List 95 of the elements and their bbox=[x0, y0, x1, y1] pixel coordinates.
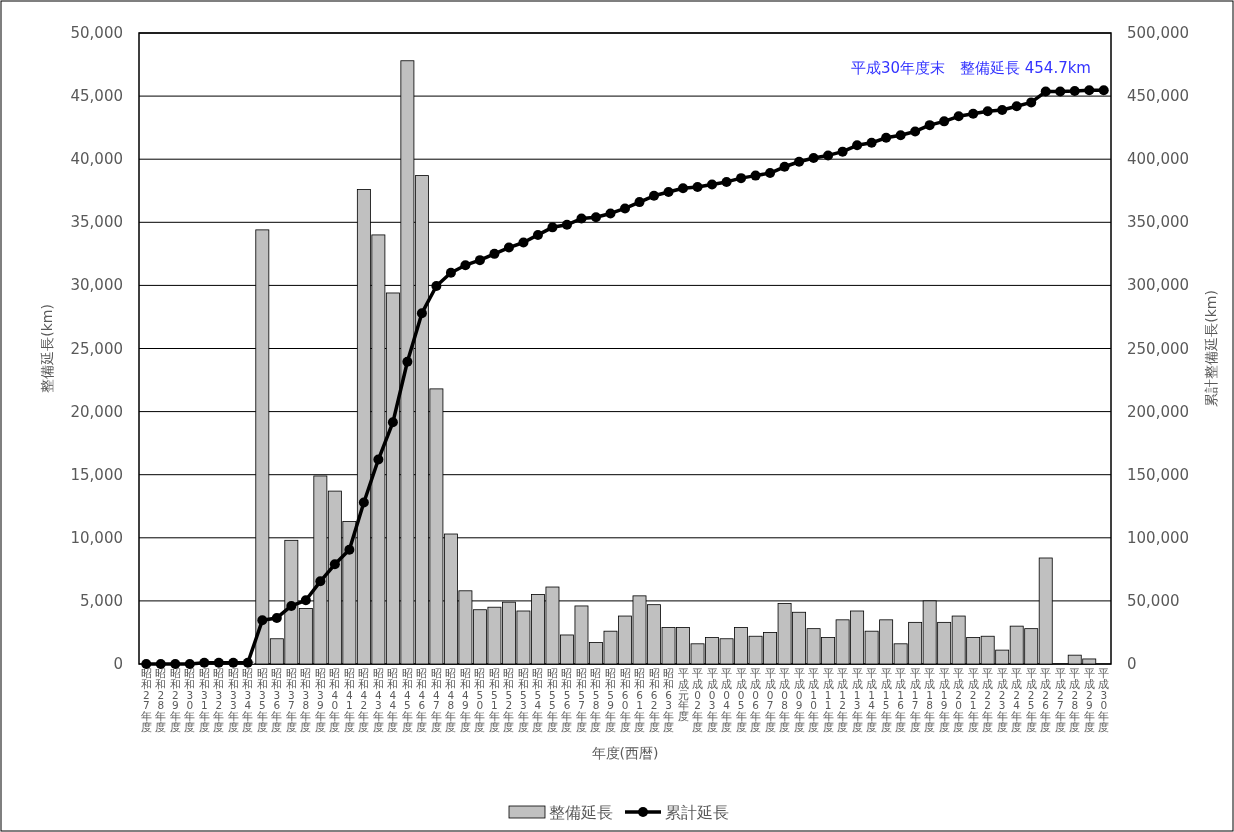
y2-tick-label: 300,000 bbox=[1127, 276, 1190, 295]
x-tick-label: 昭和38年度 bbox=[300, 667, 312, 733]
y2-tick-label: 450,000 bbox=[1127, 87, 1190, 106]
x-tick-label: 昭和50年度 bbox=[474, 667, 486, 733]
x-tick-label: 昭和44年度 bbox=[387, 667, 399, 733]
y-tick-label: 10,000 bbox=[70, 528, 123, 547]
y2-tick-label: 50,000 bbox=[1127, 591, 1180, 610]
y-tick-label: 15,000 bbox=[70, 465, 123, 484]
x-tick-label: 平成13年度 bbox=[851, 667, 863, 733]
y-tick-label: 30,000 bbox=[70, 276, 123, 295]
x-tick-label: 平成22年度 bbox=[982, 667, 994, 733]
y-tick-label: 20,000 bbox=[70, 402, 123, 421]
x-tick-label: 昭和39年度 bbox=[314, 667, 326, 733]
x-tick-label: 平成11年度 bbox=[822, 667, 834, 733]
x-tick-label: 平成19年度 bbox=[938, 667, 950, 733]
x-tick-label: 平成23年度 bbox=[996, 667, 1008, 733]
x-tick-label: 昭和46年度 bbox=[416, 667, 428, 733]
x-tick-label: 昭和31年度 bbox=[198, 667, 210, 733]
x-tick-label: 昭和59年度 bbox=[604, 667, 616, 733]
x-axis-title: 年度(西暦) bbox=[591, 745, 659, 761]
x-tick-label: 平成07年度 bbox=[764, 667, 776, 733]
x-tick-label: 昭和51年度 bbox=[488, 667, 500, 733]
legend-label: 整備延長 bbox=[549, 803, 613, 822]
x-tick-label: 昭和58年度 bbox=[590, 667, 602, 733]
x-tick-label: 昭和57年度 bbox=[575, 667, 587, 733]
x-tick-label: 昭和40年度 bbox=[329, 667, 341, 733]
x-tick-label: 平成28年度 bbox=[1069, 667, 1081, 733]
y2-tick-label: 400,000 bbox=[1127, 150, 1190, 169]
y-tick-label: 35,000 bbox=[70, 213, 123, 232]
x-tick-label: 平成21年度 bbox=[967, 667, 979, 733]
x-tick-label: 昭和45年度 bbox=[401, 667, 413, 733]
x-tick-label: 昭和62年度 bbox=[648, 667, 660, 733]
x-tick-label: 昭和61年度 bbox=[634, 667, 646, 733]
y-tick-label: 0 bbox=[113, 655, 123, 673]
x-tick-label: 平成15年度 bbox=[880, 667, 892, 733]
y2-tick-label: 200,000 bbox=[1127, 402, 1190, 421]
x-tick-label: 昭和33年度 bbox=[227, 667, 239, 733]
x-tick-label: 昭和34年度 bbox=[242, 667, 254, 733]
x-tick-label: 昭和32年度 bbox=[213, 667, 225, 733]
x-tick-label: 平成17年度 bbox=[909, 667, 921, 733]
y2-tick-label: 500,000 bbox=[1127, 24, 1190, 42]
x-tick-label: 平成09年度 bbox=[793, 667, 805, 733]
x-tick-label: 平成12年度 bbox=[837, 667, 849, 733]
x-tick-label: 昭和36年度 bbox=[271, 667, 283, 733]
x-tick-label: 平成06年度 bbox=[750, 667, 762, 733]
x-tick-label: 昭和29年度 bbox=[169, 667, 181, 733]
annotation: 平成30年度末 整備延長 454.7km bbox=[850, 59, 1091, 77]
y-tick-label: 40,000 bbox=[70, 150, 123, 169]
legend-label: 累計延長 bbox=[665, 803, 729, 822]
x-tick-label: 昭和53年度 bbox=[517, 667, 529, 733]
x-tick-label: 平成元年度 bbox=[677, 667, 689, 723]
x-tick-label: 平成14年度 bbox=[866, 667, 878, 733]
x-tick-label: 平成29年度 bbox=[1083, 667, 1095, 733]
x-tick-label: 昭和56年度 bbox=[561, 667, 573, 733]
x-tick-label: 平成03年度 bbox=[706, 667, 718, 733]
x-tick-label: 昭和43年度 bbox=[372, 667, 384, 733]
x-tick-label: 昭和41年度 bbox=[343, 667, 355, 733]
y2-tick-label: 350,000 bbox=[1127, 213, 1190, 232]
y-tick-label: 5,000 bbox=[80, 591, 123, 610]
x-tick-label: 平成16年度 bbox=[895, 667, 907, 733]
x-tick-label: 平成20年度 bbox=[953, 667, 965, 733]
x-tick-label: 昭和49年度 bbox=[459, 667, 471, 733]
x-tick-label: 昭和28年度 bbox=[155, 667, 167, 733]
x-tick-label: 昭和35年度 bbox=[256, 667, 268, 733]
x-tick-label: 昭和30年度 bbox=[184, 667, 196, 733]
x-tick-label: 昭和48年度 bbox=[445, 667, 457, 733]
x-tick-label: 昭和52年度 bbox=[503, 667, 515, 733]
x-tick-label: 平成18年度 bbox=[924, 667, 936, 733]
x-tick-label: 平成30年度 bbox=[1098, 667, 1110, 733]
x-tick-label: 昭和54年度 bbox=[532, 667, 544, 733]
y2-tick-label: 100,000 bbox=[1127, 528, 1190, 547]
y-tick-label: 50,000 bbox=[70, 24, 123, 42]
y-tick-label: 45,000 bbox=[70, 87, 123, 106]
x-tick-label: 平成27年度 bbox=[1054, 667, 1066, 733]
y-axis-title: 整備延長(km) bbox=[39, 304, 55, 393]
x-tick-label: 平成08年度 bbox=[779, 667, 791, 733]
x-tick-label: 昭和55年度 bbox=[546, 667, 558, 733]
y2-tick-label: 150,000 bbox=[1127, 465, 1190, 484]
x-tick-label: 平成10年度 bbox=[808, 667, 820, 733]
y2-tick-label: 0 bbox=[1127, 655, 1137, 673]
x-tick-label: 昭和47年度 bbox=[430, 667, 442, 733]
x-tick-label: 平成25年度 bbox=[1025, 667, 1037, 733]
x-tick-label: 昭和63年度 bbox=[663, 667, 675, 733]
y-tick-label: 25,000 bbox=[70, 339, 123, 358]
x-tick-label: 平成26年度 bbox=[1040, 667, 1052, 733]
x-tick-label: 平成02年度 bbox=[692, 667, 704, 733]
x-tick-label: 昭和60年度 bbox=[619, 667, 631, 733]
y2-tick-label: 250,000 bbox=[1127, 339, 1190, 358]
x-tick-label: 平成05年度 bbox=[735, 667, 747, 733]
x-tick-label: 平成04年度 bbox=[721, 667, 733, 733]
x-tick-label: 昭和37年度 bbox=[285, 667, 297, 733]
x-tick-label: 昭和42年度 bbox=[358, 667, 370, 733]
x-tick-label: 平成24年度 bbox=[1011, 667, 1023, 733]
y2-axis-title: 累計整備延長(km) bbox=[1203, 290, 1219, 407]
x-tick-label: 昭和27年度 bbox=[140, 667, 152, 733]
